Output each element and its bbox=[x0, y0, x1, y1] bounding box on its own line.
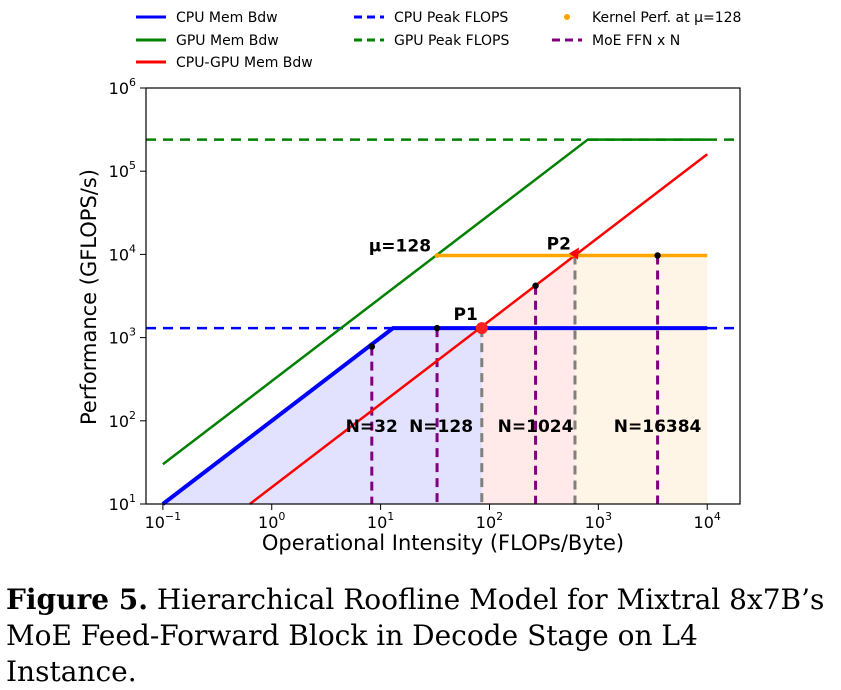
n-label-2: N=1024 bbox=[498, 417, 574, 437]
x-axis-label: Operational Intensity (FLOPs/Byte) bbox=[262, 531, 624, 555]
x-tick-label-4: 103 bbox=[585, 510, 612, 532]
figure-caption: Figure 5. Hierarchical Roofline Model fo… bbox=[6, 582, 836, 690]
legend-swatch-5 bbox=[564, 14, 570, 20]
x-tick-label-2: 101 bbox=[367, 510, 394, 532]
y-tick-label-4: 105 bbox=[109, 159, 136, 181]
legend-label-4: GPU Peak FLOPS bbox=[394, 33, 509, 49]
legend: CPU Mem Bdw GPU Mem Bdw CPU-GPU Mem Bdw CPU… bbox=[136, 10, 741, 71]
x-tick-label-3: 102 bbox=[476, 510, 503, 532]
legend-label-5: Kernel Perf. at μ=128 bbox=[592, 10, 741, 26]
p1-label: P1 bbox=[454, 305, 478, 325]
series-gpu-mem-bdw bbox=[162, 138, 708, 466]
y-tick-label-1: 102 bbox=[109, 409, 136, 431]
legend-label-3: CPU Peak FLOPS bbox=[394, 10, 508, 26]
drop-lines bbox=[370, 255, 660, 504]
mu-annotation: μ=128 bbox=[369, 237, 431, 257]
n-label-3: N=16384 bbox=[614, 417, 702, 437]
y-axis-label: Performance (GFLOPS/s) bbox=[77, 169, 101, 425]
moe-ffn-point-0 bbox=[368, 343, 375, 350]
series-cpu-mem-bdw bbox=[161, 326, 708, 506]
data-markers bbox=[368, 247, 661, 350]
legend-label-6: MoE FFN x N bbox=[592, 33, 680, 49]
x-tick-label-5: 104 bbox=[694, 510, 721, 532]
figure-label: Figure 5. bbox=[6, 583, 148, 616]
legend-label-0: CPU Mem Bdw bbox=[176, 10, 278, 26]
x-tick-label-0: 10−1 bbox=[145, 510, 182, 532]
p2-label: P2 bbox=[547, 235, 571, 255]
region-gpu-bound bbox=[574, 255, 708, 504]
y-axis-ticks: 101 102 103 104 105 106 bbox=[109, 76, 146, 514]
point-labels: μ=128 P1 P2 N=32 N=128 N=1024 N=16384 bbox=[346, 235, 702, 437]
n-label-0: N=32 bbox=[346, 417, 398, 437]
y-tick-label-5: 106 bbox=[109, 76, 136, 98]
kernel-perf-start-marker bbox=[434, 253, 440, 259]
y-tick-label-3: 104 bbox=[109, 242, 136, 264]
moe-ffn-point-3 bbox=[654, 252, 661, 259]
n-label-1: N=128 bbox=[409, 417, 473, 437]
legend-label-2: CPU-GPU Mem Bdw bbox=[176, 55, 313, 71]
region-cpu-gpu-bound bbox=[481, 255, 575, 504]
y-tick-label-2: 103 bbox=[109, 326, 136, 348]
p1-marker bbox=[475, 322, 488, 335]
legend-label-1: GPU Mem Bdw bbox=[176, 33, 279, 49]
x-tick-label-1: 100 bbox=[258, 510, 285, 532]
shaded-regions bbox=[162, 255, 708, 504]
x-axis-ticks: 10−1 100 101 102 103 104 bbox=[145, 504, 721, 532]
moe-ffn-point-2 bbox=[532, 282, 539, 289]
p2-marker bbox=[568, 247, 579, 260]
y-tick-label-0: 101 bbox=[109, 492, 136, 514]
region-cpu-bound bbox=[162, 328, 482, 504]
moe-ffn-point-1 bbox=[433, 324, 441, 332]
plot-frame bbox=[145, 87, 741, 505]
